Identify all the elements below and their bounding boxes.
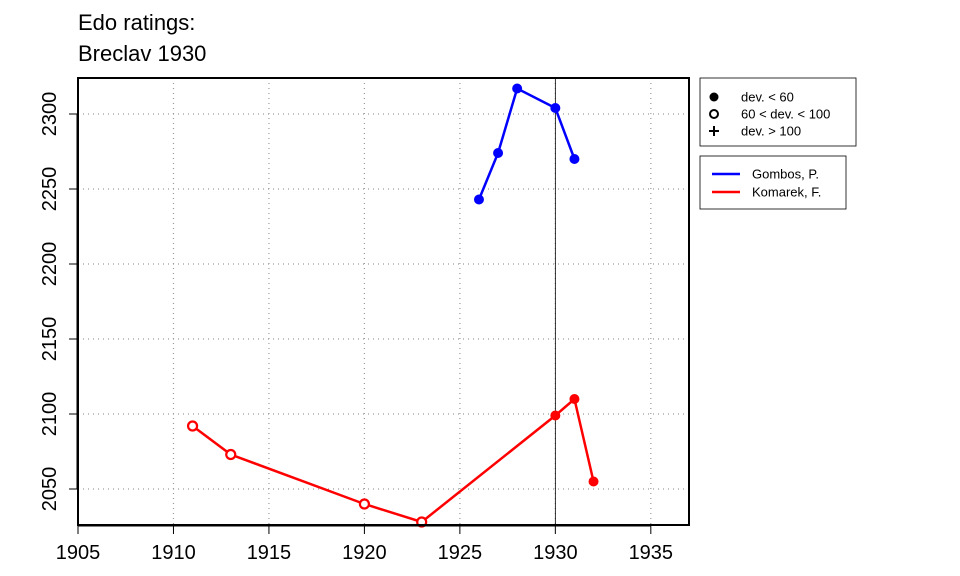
y-tick-label: 2100 [39,392,61,437]
x-tick-label: 1915 [247,542,292,564]
y-tick-label: 2150 [39,317,61,362]
legend-series-label: Komarek, F. [752,185,821,200]
data-point-filled [473,194,484,205]
x-tick-label: 1920 [342,542,387,564]
data-point-filled [493,148,504,158]
data-point-filled [569,154,580,164]
legend: dev. < 60 60 < dev. < 100 dev. > 100 Gombos… [699,77,857,210]
data-point-filled [512,83,523,94]
x-tick-label: 1930 [533,542,578,564]
x-tick-label: 1935 [629,542,674,564]
legend-open-circle-icon [709,109,719,119]
legend-marker-label: 60 < dev. < 100 [741,107,830,122]
data-series [186,83,599,528]
legend-marker-label: dev. > 100 [741,124,801,139]
data-point-open [186,420,199,432]
data-point-filled [550,103,561,113]
legend-filled-circle-icon [709,92,719,102]
series-line [477,86,576,200]
chart-title-line-1: Edo ratings: [78,10,195,35]
legend-series-label: Gombos, P. [752,167,819,182]
data-point-filled [569,394,580,404]
series-legend-box [699,155,847,210]
legend-marker-label: dev. < 60 [741,90,794,105]
marker-legend-box [699,77,857,147]
data-point-open [225,448,237,461]
series-1 [186,394,599,528]
data-point-filled [550,410,561,421]
chart-title-line-2: Breclav 1930 [78,41,206,66]
x-tick-label: 1910 [151,542,196,564]
y-tick-label: 2200 [39,242,61,287]
y-tick-label: 2050 [39,467,61,512]
x-tick-label: 1925 [438,542,483,564]
grid-lines [78,78,689,525]
axes: 1905 1910 1915 1920 1925 1930 1935 2050 2100 2150… [39,92,673,564]
x-tick-label: 1905 [56,542,101,564]
series-0 [473,83,580,205]
series-line [191,396,595,524]
data-point-filled [588,476,599,487]
y-tick-label: 2300 [39,92,61,137]
y-tick-label: 2250 [39,167,61,212]
plot-frame [77,77,690,526]
data-point-open [358,498,371,510]
legend-plus-icon [709,126,719,136]
